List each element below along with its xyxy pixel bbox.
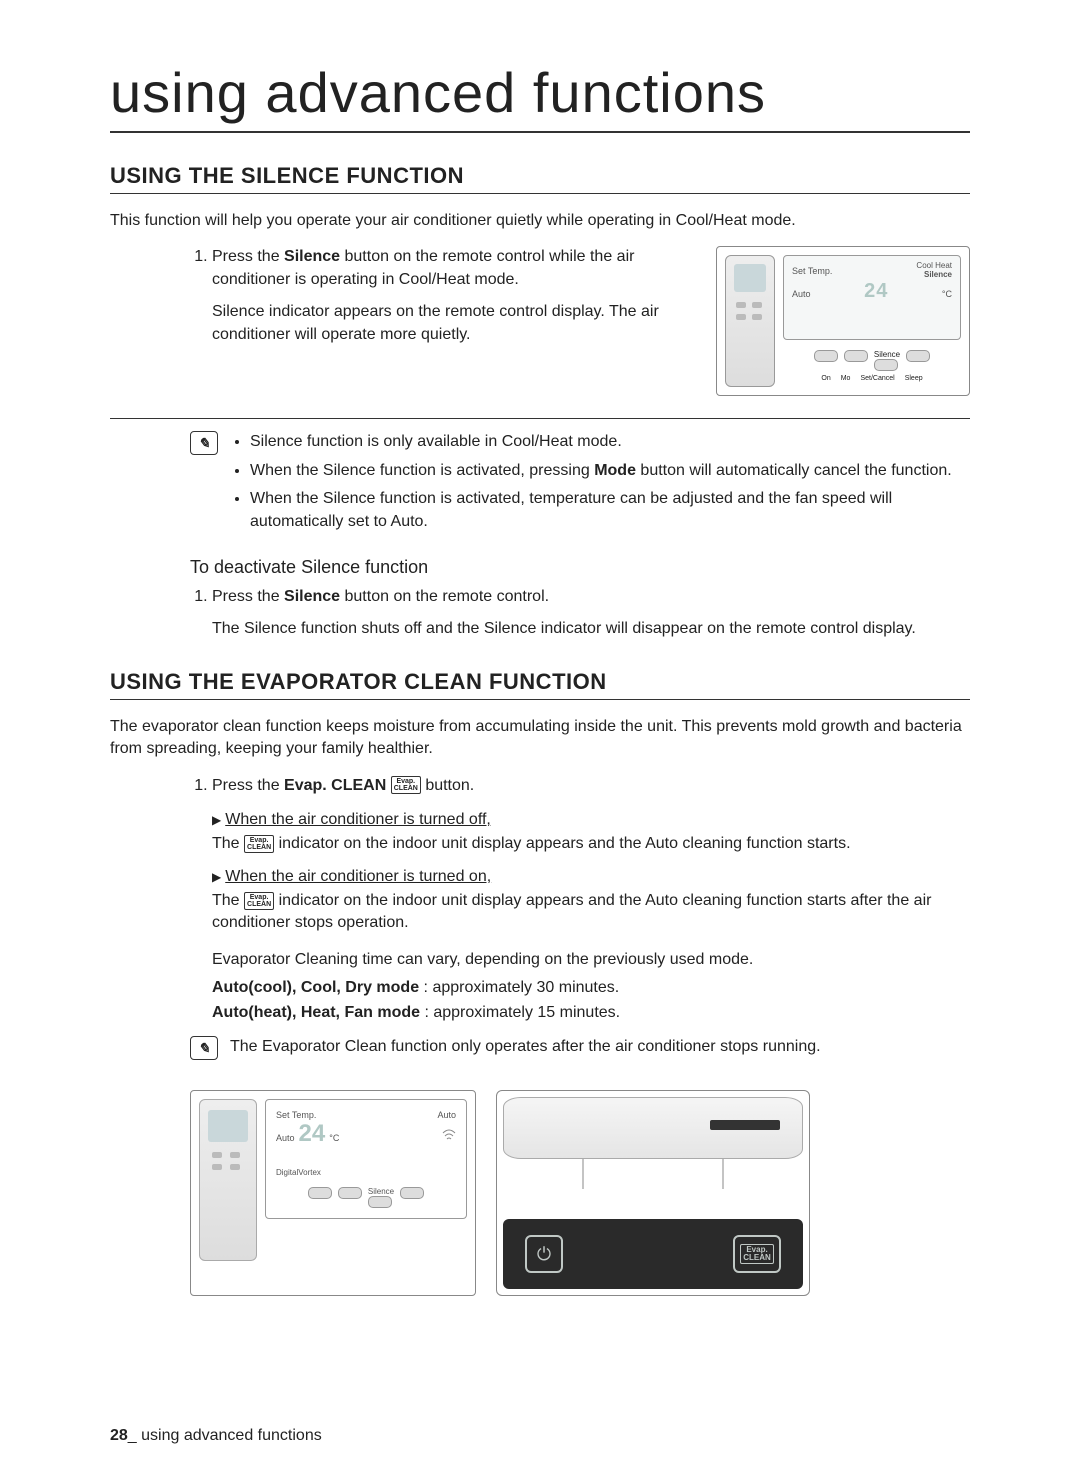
- ac-body-icon: [503, 1097, 803, 1159]
- footer-sep: _: [128, 1427, 141, 1444]
- label-silence-btn: Silence: [368, 1187, 394, 1196]
- note-item: When the Silence function is activated, …: [250, 460, 970, 482]
- label-set-temp: Set Temp.: [792, 266, 832, 276]
- evap-note: The Evaporator Clean function only opera…: [230, 1036, 821, 1058]
- label-mo: Mo: [841, 375, 851, 382]
- remote-icon: [199, 1099, 257, 1261]
- label-celsius: °C: [329, 1133, 339, 1143]
- evap-off-block: ▶ When the air conditioner is turned off,…: [212, 809, 970, 856]
- note-icon: ✎: [190, 1036, 218, 1060]
- label-setcancel: Set/Cancel: [860, 375, 894, 382]
- text: button will automatically cancel the fun…: [636, 462, 952, 479]
- text-bold: Silence: [284, 588, 340, 605]
- evap-clean-icon: Evap.CLEAN: [244, 835, 274, 853]
- pill-button: [906, 350, 930, 362]
- text: : approximately 30 minutes.: [419, 979, 619, 996]
- text: button.: [425, 777, 474, 794]
- footer-text: using advanced functions: [141, 1427, 322, 1444]
- text: indicator on the indoor unit display app…: [279, 835, 851, 852]
- silence-pill-button: [874, 359, 898, 371]
- text: When the Silence function is activated, …: [250, 462, 594, 479]
- label-celsius: °C: [942, 289, 952, 299]
- silence-heading: USING THE SILENCE FUNCTION: [110, 163, 970, 194]
- text: Press the: [212, 777, 284, 794]
- evap-illustration: Set Temp. Auto Auto 24 °C DigitalVortex: [110, 1090, 970, 1296]
- label-auto: Auto: [276, 1133, 295, 1143]
- evap-time-2: Auto(heat), Heat, Fan mode : approximate…: [212, 1002, 970, 1024]
- divider: [110, 418, 970, 419]
- text: Press the: [212, 248, 284, 265]
- note-icon: ✎: [190, 431, 218, 455]
- evap-step-1: Press the Evap. CLEAN Evap.CLEAN button.…: [212, 775, 970, 1025]
- label-auto: Auto: [792, 289, 811, 299]
- evap-on-block: ▶When the air conditioner is turned on, …: [212, 866, 970, 935]
- evap-time-1: Auto(cool), Cool, Dry mode : approximate…: [212, 977, 970, 999]
- evap-steps: Press the Evap. CLEAN Evap.CLEAN button.…: [190, 775, 970, 1025]
- deactivate-steps: Press the Silence button on the remote c…: [190, 586, 970, 641]
- deactivate-sub: The Silence function shuts off and the S…: [212, 618, 970, 640]
- text-bold: Silence: [284, 248, 340, 265]
- evap-on-title: When the air conditioner is turned on,: [225, 868, 491, 885]
- label-silence: Silence: [924, 270, 952, 279]
- page-title: using advanced functions: [110, 60, 970, 133]
- text-bold: Mode: [594, 462, 636, 479]
- evap-heading: USING THE EVAPORATOR CLEAN FUNCTION: [110, 669, 970, 700]
- remote-icon: [725, 255, 775, 387]
- pill-button: [400, 1187, 424, 1199]
- arrow-icon: ▶: [212, 870, 221, 884]
- power-icon: ⏻: [525, 1235, 563, 1273]
- note-item: When the Silence function is activated, …: [250, 488, 970, 533]
- pill-button: [368, 1196, 392, 1208]
- label-mode: Cool Heat: [916, 261, 952, 270]
- text: indicator on the indoor unit display app…: [212, 892, 931, 931]
- pill-button: [844, 350, 868, 362]
- wifi-icon: [442, 1129, 456, 1143]
- text: button on the remote control.: [340, 588, 549, 605]
- evap-off-title: When the air conditioner is turned off,: [225, 811, 491, 828]
- silence-step-1-sub: Silence indicator appears on the remote …: [212, 301, 698, 346]
- label-on: On: [821, 375, 830, 382]
- silence-illustration: Set Temp. Cool Heat Silence Auto 24 °C: [716, 246, 970, 396]
- silence-notes: Silence function is only available in Co…: [230, 431, 970, 539]
- evap-clean-icon: Evap.CLEAN: [244, 892, 274, 910]
- pill-button: [338, 1187, 362, 1199]
- silence-step-list: Press the Silence button on the remote c…: [190, 246, 698, 346]
- text: The: [212, 892, 244, 909]
- silence-intro: This function will help you operate your…: [110, 210, 970, 232]
- label-set-temp: Set Temp.: [276, 1110, 316, 1120]
- evap-vary-line: Evaporator Cleaning time can vary, depen…: [212, 949, 970, 971]
- silence-step-1: Press the Silence button on the remote c…: [212, 246, 698, 346]
- label-digital: DigitalVortex: [276, 1168, 321, 1177]
- ac-display-strip: [710, 1120, 780, 1130]
- label-sleep: Sleep: [905, 375, 923, 382]
- text-bold: Evap. CLEAN: [284, 777, 386, 794]
- callout-line-icon: [713, 1159, 733, 1189]
- temp-value: 24: [299, 1120, 326, 1148]
- pill-button: [814, 350, 838, 362]
- label-auto: Auto: [437, 1110, 456, 1120]
- remote-display: Set Temp. Cool Heat Silence Auto 24 °C: [783, 255, 961, 340]
- remote-button-row: Silence: [783, 350, 961, 371]
- ac-control-panel: ⏻ Evap.CLEAN: [503, 1219, 803, 1289]
- remote-display: Set Temp. Auto Auto 24 °C DigitalVortex: [265, 1099, 467, 1219]
- ac-unit-illustration: ⏻ Evap.CLEAN: [496, 1090, 810, 1296]
- evap-clean-panel-icon: Evap.CLEAN: [733, 1235, 781, 1273]
- pill-button: [308, 1187, 332, 1199]
- text: Press the: [212, 588, 284, 605]
- note-item: Silence function is only available in Co…: [250, 431, 970, 453]
- text-bold: Auto(cool), Cool, Dry mode: [212, 979, 419, 996]
- page-number: 28: [110, 1427, 128, 1444]
- callout-line-icon: [573, 1159, 593, 1189]
- text-bold: Auto(heat), Heat, Fan mode: [212, 1004, 420, 1021]
- text: The: [212, 835, 244, 852]
- temp-value: 24: [864, 280, 888, 303]
- label-silence-btn: Silence: [874, 350, 900, 359]
- deactivate-heading: To deactivate Silence function: [190, 557, 970, 578]
- deactivate-step-1: Press the Silence button on the remote c…: [212, 586, 970, 641]
- page-footer: 28_ using advanced functions: [110, 1427, 322, 1445]
- evap-clean-icon: Evap.CLEAN: [391, 776, 421, 794]
- arrow-icon: ▶: [212, 813, 221, 827]
- text: : approximately 15 minutes.: [420, 1004, 620, 1021]
- evap-intro: The evaporator clean function keeps mois…: [110, 716, 970, 761]
